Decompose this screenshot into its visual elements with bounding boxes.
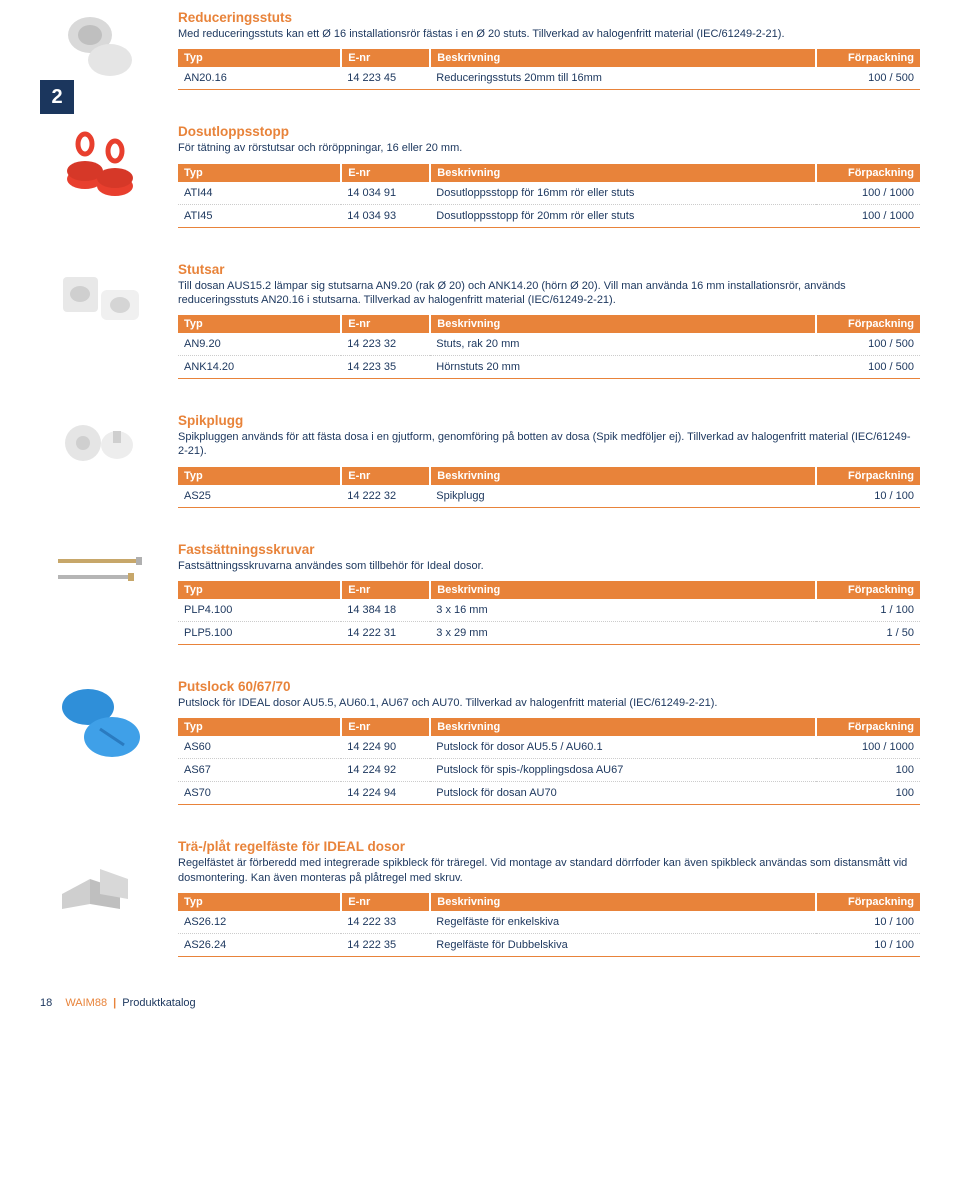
section-title: Fastsättningsskruvar xyxy=(178,542,920,557)
section-description: Med reduceringsstuts kan ett Ø 16 instal… xyxy=(178,27,920,41)
table-row: PLP4.100 14 384 18 3 x 16 mm 1 / 100 xyxy=(178,599,920,622)
th-forp: Förpackning xyxy=(816,49,920,67)
section-description: Putslock för IDEAL dosor AU5.5, AU60.1, … xyxy=(178,696,920,710)
table-row: AS25 14 222 32 Spikplugg 10 / 100 xyxy=(178,485,920,508)
product-table: Typ E-nr Beskrivning Förpackning AS26.12… xyxy=(178,893,920,957)
section-description: Till dosan AUS15.2 lämpar sig stutsarna … xyxy=(178,279,920,308)
th-typ: Typ xyxy=(178,49,341,67)
table-row: AS26.24 14 222 35 Regelfäste för Dubbels… xyxy=(178,933,920,956)
product-image xyxy=(40,413,160,473)
product-table: Typ E-nr Beskrivning Förpackning AN20.16… xyxy=(178,49,920,90)
product-image xyxy=(40,839,160,914)
footer-code: WAIM88 xyxy=(65,997,107,1009)
table-row: ANK14.20 14 223 35 Hörnstuts 20 mm 100 /… xyxy=(178,356,920,379)
product-table: Typ E-nr Beskrivning Förpackning AS60 14… xyxy=(178,718,920,805)
side-page-number: 2 xyxy=(40,80,74,114)
section-title: Reduceringsstuts xyxy=(178,10,920,25)
product-table: Typ E-nr Beskrivning Förpackning ATI44 1… xyxy=(178,164,920,228)
table-row: AN20.16 14 223 45 Reduceringsstuts 20mm … xyxy=(178,67,920,90)
product-image xyxy=(40,10,160,80)
section-description: Fastsättningsskruvarna användes som till… xyxy=(178,559,920,573)
table-row: AN9.20 14 223 32 Stuts, rak 20 mm 100 / … xyxy=(178,333,920,356)
product-image xyxy=(40,262,160,337)
product-image xyxy=(40,542,160,602)
table-row: AS26.12 14 222 33 Regelfäste för enkelsk… xyxy=(178,911,920,934)
section-description: Spikpluggen används för att fästa dosa i… xyxy=(178,430,920,459)
section-title: Stutsar xyxy=(178,262,920,277)
table-row: ATI45 14 034 93 Dosutloppsstopp för 20mm… xyxy=(178,204,920,227)
th-besk: Beskrivning xyxy=(430,49,816,67)
section-description: Regelfästet är förberedd med integrerade… xyxy=(178,856,920,885)
table-row: AS60 14 224 90 Putslock för dosor AU5.5 … xyxy=(178,736,920,759)
section-title: Spikplugg xyxy=(178,413,920,428)
section-description: För tätning av rörstutsar och röröppning… xyxy=(178,141,920,155)
section-title: Dosutloppsstopp xyxy=(178,124,920,139)
table-row: PLP5.100 14 222 31 3 x 29 mm 1 / 50 xyxy=(178,622,920,645)
section-title: Trä-/plåt regelfäste för IDEAL dosor xyxy=(178,839,920,854)
product-table: Typ E-nr Beskrivning Förpackning AN9.20 … xyxy=(178,315,920,379)
page-footer: 18 WAIM88 | Produktkatalog xyxy=(40,997,920,1009)
product-image xyxy=(40,124,160,204)
table-row: AS70 14 224 94 Putslock för dosan AU70 1… xyxy=(178,782,920,805)
product-table: Typ E-nr Beskrivning Förpackning AS25 14… xyxy=(178,467,920,508)
table-row: ATI44 14 034 91 Dosutloppsstopp för 16mm… xyxy=(178,182,920,205)
table-row: AS67 14 224 92 Putslock för spis-/koppli… xyxy=(178,759,920,782)
footer-page-num: 18 xyxy=(40,997,52,1009)
product-table: Typ E-nr Beskrivning Förpackning PLP4.10… xyxy=(178,581,920,645)
th-enr: E-nr xyxy=(341,49,430,67)
footer-label: Produktkatalog xyxy=(122,997,195,1009)
footer-separator: | xyxy=(113,997,116,1009)
product-image xyxy=(40,679,160,769)
section-title: Putslock 60/67/70 xyxy=(178,679,920,694)
